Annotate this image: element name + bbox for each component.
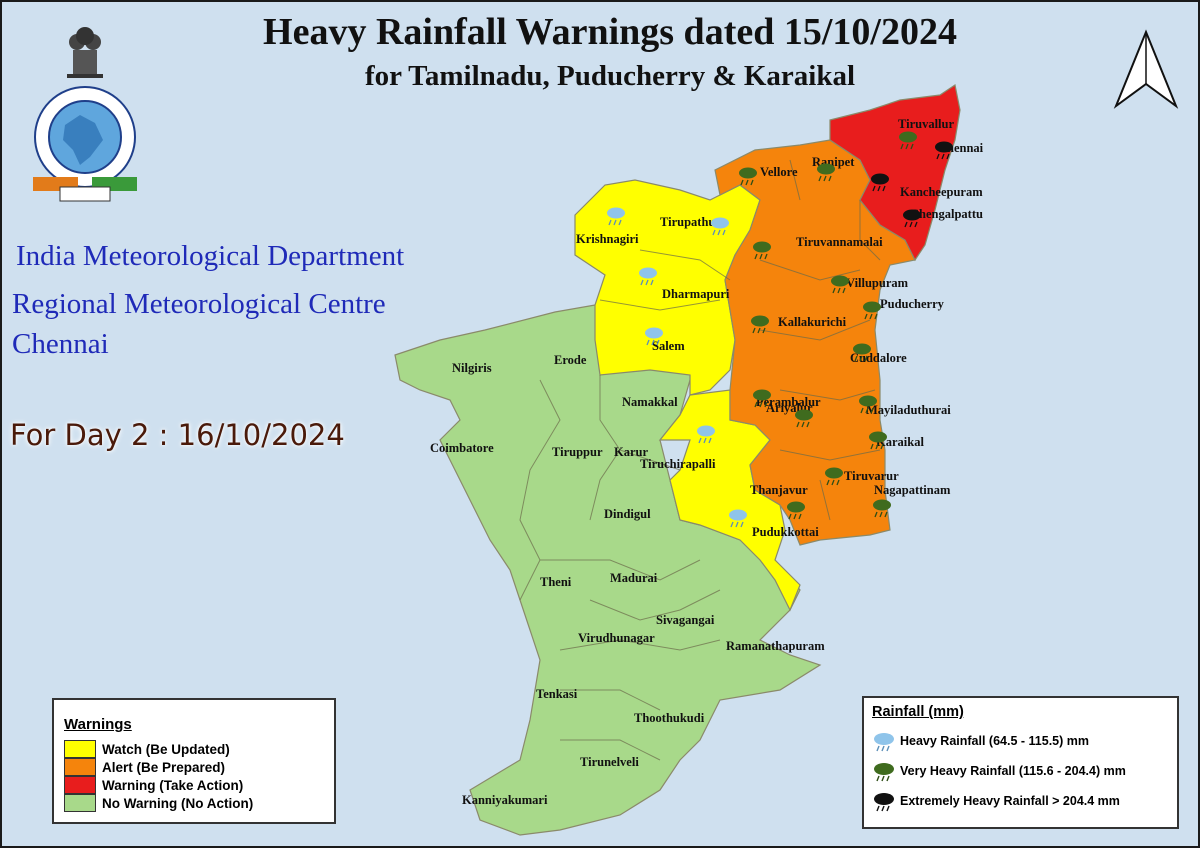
map-subtitle: for Tamilnadu, Puducherry & Karaikal [364,60,856,92]
rainfall-legend-title: Rainfall (mm) [872,704,964,720]
district-boundaries [519,159,881,761]
district-label-erode: Erode [554,353,587,367]
district-label-theni: Theni [540,575,572,589]
legend-item-extremely-heavy: Extremely Heavy Rainfall > 204.4 mm [872,790,1120,812]
district-label-tiruvallur: Tiruvallur [898,117,954,131]
extremely-heavy-rain-cloud-icon [871,173,889,192]
district-label-tiruvarur: Tiruvarur [844,469,899,483]
national-emblem-icon [67,27,103,78]
district-label-kancheepuram: Kancheepuram [900,185,983,199]
rainfall-legend: Rainfall (mm) Heavy Rainfall (64.5 - 115… [862,696,1179,829]
district-label-tirupathur: Tirupathur [660,215,721,229]
legend-label: Heavy Rainfall (64.5 - 115.5) mm [900,734,1089,748]
district-label-tiruvannamalai: Tiruvannamalai [796,235,883,249]
heavy-rain-cloud-icon [729,509,747,528]
watch-swatch [64,740,96,758]
very-heavy-rain-cloud-icon [873,499,891,518]
district-label-dindigul: Dindigul [604,507,651,521]
district-label-cuddalore: Cuddalore [850,351,907,365]
district-label-villupuram: Villupuram [846,276,909,290]
warning-swatch [64,776,96,794]
district-label-nilgiris: Nilgiris [452,361,492,375]
district-label-kallakurichi: Kallakurichi [778,315,847,329]
very-heavy-rain-cloud-icon [739,167,757,186]
district-label-ramanathapuram: Ramanathapuram [726,639,825,653]
district-label-chengalpattu: Chengalpattu [910,207,983,221]
legend-item-watch: Watch (Be Updated) [64,740,230,758]
legend-label: Warning (Take Action) [102,777,244,793]
warnings-legend: Warnings Watch (Be Updated) Alert (Be Pr… [52,698,336,824]
org-city: Chennai [12,328,109,360]
district-label-salem: Salem [652,339,685,353]
extremely-heavy-rain-cloud-icon [903,209,921,228]
heavy-rain-cloud-icon [697,425,715,444]
green-rain-cloud-icon [874,763,894,782]
very-heavy-rain-cloud-icon [753,241,771,260]
district-label-nagapattinam: Nagapattinam [874,483,951,497]
very-heavy-rain-cloud-icon [859,395,877,414]
district-label-puducherry: Puducherry [880,297,945,311]
legend-label: No Warning (No Action) [102,795,254,811]
extremely-heavy-rain-cloud-icon [935,141,953,160]
very-heavy-rain-cloud-icon [869,431,887,450]
forecast-day-label: For Day 2 : 16/10/2024 [10,418,345,452]
very-heavy-rain-cloud-icon [787,501,805,520]
black-rain-cloud-icon [874,793,894,812]
district-label-krishnagiri: Krishnagiri [576,232,639,246]
alert-swatch [64,758,96,776]
very-heavy-rain-cloud-icon [751,315,769,334]
no-warning-swatch [64,794,96,812]
north-arrow-icon [1113,29,1179,109]
district-label-dharmapuri: Dharmapuri [662,287,730,301]
district-label-tiruchirapalli: Tiruchirapalli [640,457,716,471]
very-heavy-rain-cloud-icon [863,301,881,320]
heavy-rain-cloud-icon [711,217,729,236]
district-label-madurai: Madurai [610,571,658,585]
heavy-rain-cloud-icon [607,207,625,226]
very-heavy-rain-cloud-icon [899,131,917,150]
region-warning-northeast [829,84,961,262]
district-label-tenkasi: Tenkasi [536,687,578,701]
district-label-thoothukudi: Thoothukudi [634,711,705,725]
legend-item-no-warning: No Warning (No Action) [64,794,253,812]
legend-item-warning: Warning (Take Action) [64,776,243,794]
district-label-tirunelveli: Tirunelveli [580,755,639,769]
district-label-kanniyakumari: Kanniyakumari [462,793,548,807]
district-label-namakkal: Namakkal [622,395,678,409]
district-label-karaikal: Karaikal [876,435,924,449]
legend-item-alert: Alert (Be Prepared) [64,758,225,776]
district-label-pudukkottai: Pudukkottai [752,525,819,539]
legend-item-very-heavy: Very Heavy Rainfall (115.6 - 204.4) mm [872,760,1126,782]
district-label-vellore: Vellore [760,165,798,179]
very-heavy-rain-cloud-icon [817,163,835,182]
legend-label: Watch (Be Updated) [102,741,230,757]
org-name: India Meteorological Department [16,240,405,272]
district-label-perambalur: Perambalur [756,395,821,409]
legend-label: Very Heavy Rainfall (115.6 - 204.4) mm [900,764,1126,778]
district-label-thanjavur: Thanjavur [750,483,808,497]
very-heavy-rain-cloud-icon [853,343,871,362]
map-title: Heavy Rainfall Warnings dated 15/10/2024 [263,11,957,53]
warnings-legend-title: Warnings [64,716,132,733]
imd-logo-icon [33,86,137,202]
heavy-rain-cloud-icon [639,267,657,286]
very-heavy-rain-cloud-icon [825,467,843,486]
district-label-sivagangai: Sivagangai [656,613,715,627]
district-label-mayiladuthurai: Mayiladuthurai [866,403,951,417]
legend-label: Extremely Heavy Rainfall > 204.4 mm [900,794,1120,808]
very-heavy-rain-cloud-icon [831,275,849,294]
district-label-virudhunagar: Virudhunagar [578,631,655,645]
district-label-karur: Karur [614,445,648,459]
light-blue-rain-cloud-icon [874,733,894,752]
district-label-coimbatore: Coimbatore [430,441,494,455]
org-centre: Regional Meteorological Centre [12,288,386,320]
district-label-tiruppur: Tiruppur [552,445,603,459]
heavy-rain-cloud-icon [645,327,663,346]
legend-item-heavy: Heavy Rainfall (64.5 - 115.5) mm [872,730,1089,752]
very-heavy-rain-cloud-icon [753,389,771,408]
very-heavy-rain-cloud-icon [795,409,813,428]
legend-label: Alert (Be Prepared) [102,759,226,775]
